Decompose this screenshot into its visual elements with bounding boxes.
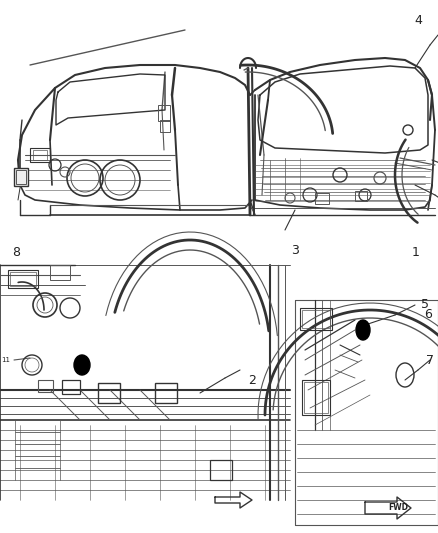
- Text: FWD: FWD: [388, 504, 408, 513]
- Bar: [38, 380, 53, 392]
- Bar: [16, 170, 26, 184]
- Text: 7: 7: [426, 353, 434, 367]
- Text: 4: 4: [414, 13, 422, 27]
- Bar: [300, 308, 332, 330]
- Text: 2: 2: [248, 374, 256, 386]
- Bar: [98, 383, 120, 403]
- Bar: [62, 380, 80, 394]
- Bar: [304, 382, 328, 413]
- Bar: [8, 270, 38, 288]
- Ellipse shape: [356, 320, 370, 340]
- Bar: [302, 310, 330, 328]
- Bar: [302, 380, 330, 415]
- Bar: [315, 193, 329, 204]
- Bar: [158, 105, 170, 121]
- Text: 6: 6: [424, 309, 432, 321]
- Bar: [355, 191, 367, 201]
- Text: 8: 8: [12, 246, 20, 259]
- Bar: [160, 120, 170, 132]
- Bar: [14, 168, 28, 186]
- Bar: [155, 383, 177, 403]
- Text: 5: 5: [421, 298, 429, 311]
- Bar: [33, 150, 47, 160]
- Text: 1: 1: [412, 246, 420, 259]
- Text: 3: 3: [291, 244, 299, 256]
- Text: 11: 11: [1, 357, 11, 363]
- Bar: [30, 148, 50, 162]
- Bar: [210, 460, 232, 480]
- Ellipse shape: [74, 355, 90, 375]
- Bar: [10, 272, 36, 286]
- Bar: [50, 265, 70, 280]
